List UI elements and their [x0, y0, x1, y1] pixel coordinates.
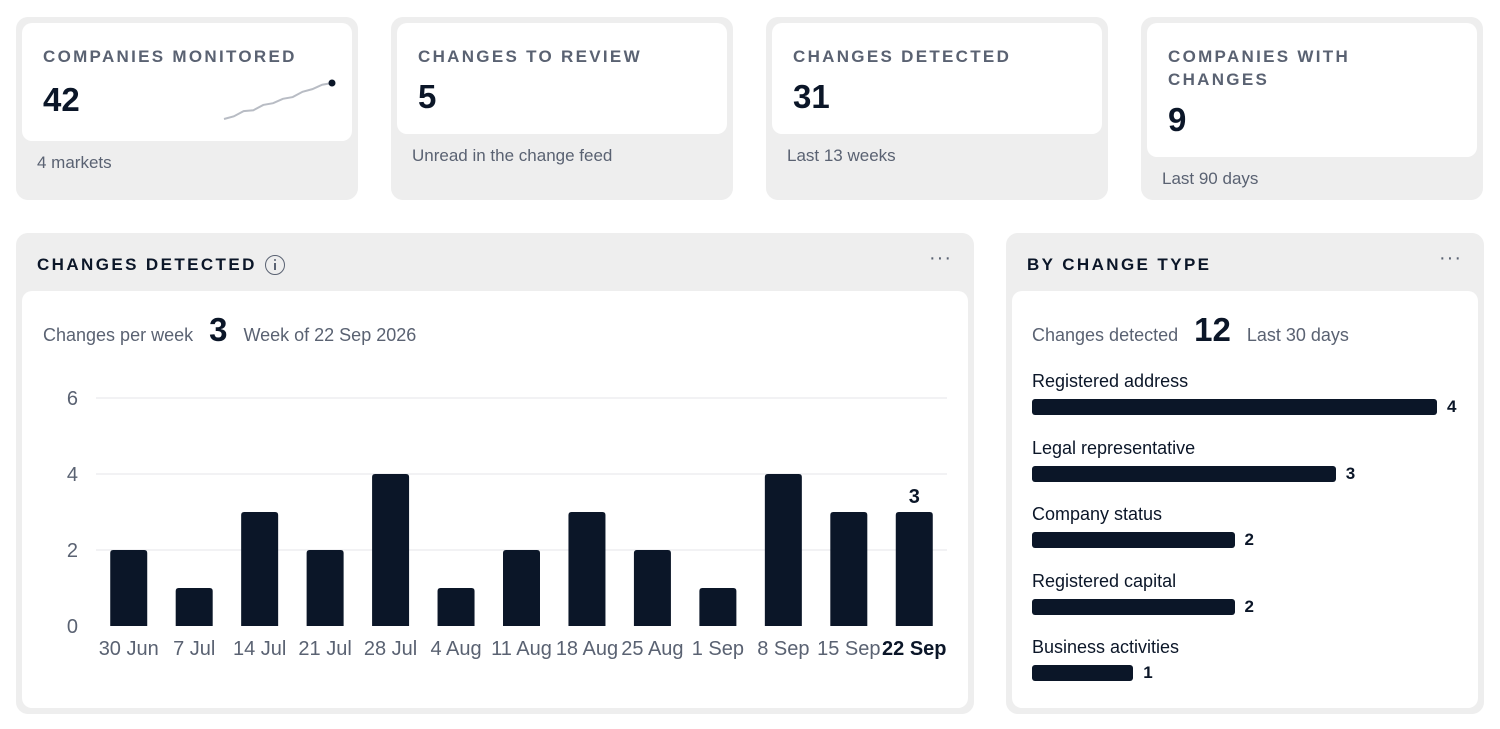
kpi-value: 42	[43, 81, 80, 118]
summary-label: Changes detected	[1032, 325, 1179, 345]
change-type-bar	[1032, 532, 1235, 548]
by-change-type-panel: BY CHANGE TYPE ··· Changes detected 12 L…	[1006, 233, 1484, 714]
change-type-count: 2	[1244, 530, 1254, 549]
change-type-label: Registered capital	[1032, 570, 1177, 591]
summary-label: Changes per week	[43, 325, 194, 345]
kpi-card-body: CHANGES DETECTED 31	[772, 23, 1102, 134]
kpi-card-changes-detected: CHANGES DETECTED 31 Last 13 weeks	[766, 17, 1108, 200]
change-type-row[interactable]: Company status 2	[1032, 504, 1478, 564]
weekly-bar-chart: 0 2 4 6 30 Jun 7 Jul 14 Jul 21 Jul 28 Jul 4 Aug 11…	[67, 388, 947, 660]
panel-title: BY CHANGE TYPE	[1027, 255, 1212, 274]
summary-value: 12	[1194, 311, 1231, 348]
panel-title: CHANGES DETECTED	[37, 255, 257, 274]
x-tick-label: 4 Aug	[430, 638, 481, 660]
kpi-value: 9	[1168, 101, 1187, 138]
x-tick-label: 1 Sep	[692, 638, 744, 660]
x-tick-label: 18 Aug	[556, 638, 618, 660]
change-type-bar	[1032, 665, 1134, 681]
type-summary: Changes detected 12 Last 30 days	[1032, 311, 1349, 349]
bar[interactable]	[895, 512, 933, 626]
change-type-bar	[1032, 399, 1437, 415]
summary-note: Last 30 days	[1246, 325, 1349, 345]
chart-card: Changes per week 3 Week of 22 Sep 2026 0…	[22, 291, 968, 708]
bar[interactable]	[372, 474, 410, 626]
bar[interactable]	[830, 512, 868, 626]
summary-value: 3	[209, 311, 228, 348]
kpi-card-changes-to-review: CHANGES TO REVIEW 5 Unread in the change…	[391, 17, 733, 200]
kpi-card-body: COMPANIES MONITORED 42	[22, 23, 352, 141]
change-type-bar	[1032, 465, 1336, 482]
more-options-button[interactable]: ···	[1439, 247, 1462, 269]
kpi-footnote: Last 13 weeks	[787, 146, 896, 165]
x-tick-label: 8 Sep	[757, 638, 809, 660]
x-tick-label: 15 Sep	[817, 638, 880, 660]
change-type-label: Company status	[1032, 504, 1163, 524]
x-tick-label: 30 Jun	[99, 638, 159, 660]
bar[interactable]	[699, 588, 737, 626]
sparkline-end-dot	[328, 79, 336, 87]
change-type-row[interactable]: Legal representative 3	[1032, 438, 1478, 498]
change-type-row[interactable]: Business activities 1	[1032, 637, 1478, 697]
bar-data-label: 3	[909, 486, 920, 508]
kpi-value: 5	[418, 78, 437, 115]
change-type-count: 4	[1447, 397, 1457, 416]
y-tick-label: 4	[67, 464, 78, 486]
kpi-footnote: Unread in the change feed	[412, 146, 613, 165]
x-tick-label: 21 Jul	[298, 638, 351, 660]
bar[interactable]	[437, 588, 475, 626]
x-tick-label: 7 Jul	[173, 638, 215, 660]
summary-note: Week of 22 Sep 2026	[243, 325, 417, 345]
chart-summary: Changes per week 3 Week of 22 Sep 2026	[43, 311, 416, 349]
kpi-label: CHANGES TO REVIEW	[418, 47, 642, 66]
x-tick-label: 25 Aug	[621, 638, 683, 660]
bar[interactable]	[503, 550, 540, 626]
sparkline	[223, 79, 336, 120]
x-tick-label: 11 Aug	[491, 638, 552, 660]
change-type-count: 3	[1345, 463, 1356, 483]
sparkline-line	[223, 82, 333, 120]
y-tick-label: 6	[67, 388, 78, 410]
change-type-count: 1	[1143, 663, 1153, 682]
change-type-count: 2	[1244, 596, 1254, 616]
kpi-footnote: 4 markets	[37, 153, 112, 172]
kpi-card-body: CHANGES TO REVIEW 5	[397, 23, 727, 134]
change-type-bar	[1032, 598, 1235, 615]
kpi-footnote: Last 90 days	[1162, 169, 1259, 188]
kpi-value: 31	[793, 78, 830, 115]
kpi-card-companies-with-changes: COMPANIES WITH CHANGES 9 Last 90 days	[1141, 17, 1483, 200]
kpi-label: CHANGES DETECTED	[793, 47, 1012, 66]
kpi-label: COMPANIES MONITORED	[43, 47, 297, 66]
change-type-label: Registered address	[1032, 371, 1189, 391]
kpi-card-body: COMPANIES WITH CHANGES 9	[1147, 23, 1477, 157]
changes-detected-panel: CHANGES DETECTED ··· Changes per week 3 …	[16, 233, 974, 714]
change-type-label: Legal representative	[1032, 437, 1196, 458]
bar[interactable]	[110, 550, 148, 626]
x-tick-label: 22 Sep	[882, 638, 946, 660]
kpi-label: COMPANIES WITH CHANGES	[1168, 47, 1351, 89]
change-type-card: Changes detected 12 Last 30 days Registe…	[1012, 291, 1478, 708]
change-type-row[interactable]: Registered capital 2	[1032, 571, 1478, 631]
change-type-label: Business activities	[1032, 637, 1180, 657]
bar[interactable]	[175, 588, 213, 626]
change-type-row[interactable]: Registered address 4	[1032, 371, 1478, 431]
bar[interactable]	[241, 512, 279, 626]
y-tick-label: 2	[67, 540, 78, 562]
kpi-card-companies-monitored: COMPANIES MONITORED 42 4 markets	[16, 17, 358, 200]
x-tick-label: 28 Jul	[364, 638, 417, 660]
bar[interactable]	[764, 474, 802, 626]
info-icon[interactable]	[265, 255, 285, 275]
bar[interactable]	[633, 550, 671, 626]
bar[interactable]	[568, 512, 606, 626]
x-tick-label: 14 Jul	[233, 638, 286, 660]
bar[interactable]	[306, 550, 344, 626]
y-tick-label: 0	[67, 616, 78, 638]
more-options-button[interactable]: ···	[929, 247, 952, 269]
